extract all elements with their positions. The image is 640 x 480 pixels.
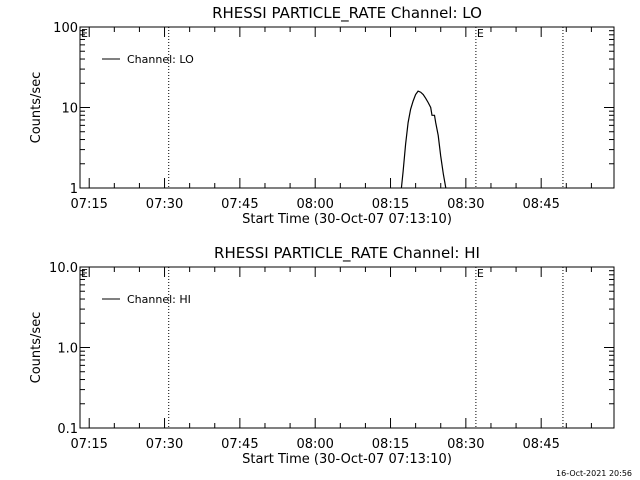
legend-entry: Channel: HI	[127, 293, 191, 306]
y-tick-label: 10.0	[49, 261, 78, 276]
event-line-label: E	[477, 267, 484, 280]
hi-channel-panel: RHESSI PARTICLE_RATE Channel: HI 0.1 1.0 10…	[29, 244, 615, 467]
series-line	[400, 90, 447, 189]
x-tick-label: 07:45	[221, 197, 258, 212]
y-tick-label: 0.1	[57, 422, 78, 437]
chart-title: RHESSI PARTICLE_RATE Channel: HI	[214, 244, 480, 263]
corner-label: E	[81, 27, 88, 40]
corner-label: E	[81, 267, 88, 280]
chart-title: RHESSI PARTICLE_RATE Channel: LO	[212, 4, 482, 23]
x-tick-label: 07:15	[70, 197, 107, 212]
lo-channel-panel: RHESSI PARTICLE_RATE Channel: LO 1 10 100 Co…	[29, 4, 615, 227]
y-tick-label: 1.0	[57, 342, 78, 357]
x-axis-label: Start Time (30-Oct-07 07:13:10)	[242, 452, 452, 467]
y-tick-label: 10	[61, 102, 78, 117]
x-tick-label: 07:30	[146, 197, 183, 212]
x-tick-label: 08:00	[296, 437, 333, 452]
y-axis-label: Counts/sec	[29, 312, 44, 384]
x-tick-label: 08:15	[372, 197, 409, 212]
y-axis-label: Counts/sec	[29, 72, 44, 144]
x-tick-label: 08:45	[522, 197, 559, 212]
event-line-label: E	[477, 27, 484, 40]
legend-entry: Channel: LO	[127, 53, 194, 66]
y-tick-label: 100	[53, 21, 78, 36]
x-tick-label: 08:15	[372, 437, 409, 452]
y-tick-label: 1	[70, 182, 78, 197]
x-axis-label: Start Time (30-Oct-07 07:13:10)	[242, 212, 452, 227]
x-tick-label: 07:30	[146, 437, 183, 452]
x-tick-label: 08:30	[447, 197, 484, 212]
x-tick-label: 08:30	[447, 437, 484, 452]
plot-frame	[79, 266, 615, 429]
plot-frame	[79, 26, 615, 189]
x-tick-label: 08:45	[522, 437, 559, 452]
x-tick-label: 08:00	[296, 197, 333, 212]
x-tick-label: 07:45	[221, 437, 258, 452]
x-tick-label: 07:15	[70, 437, 107, 452]
footer-timestamp: 16-Oct-2021 20:56	[556, 469, 632, 478]
